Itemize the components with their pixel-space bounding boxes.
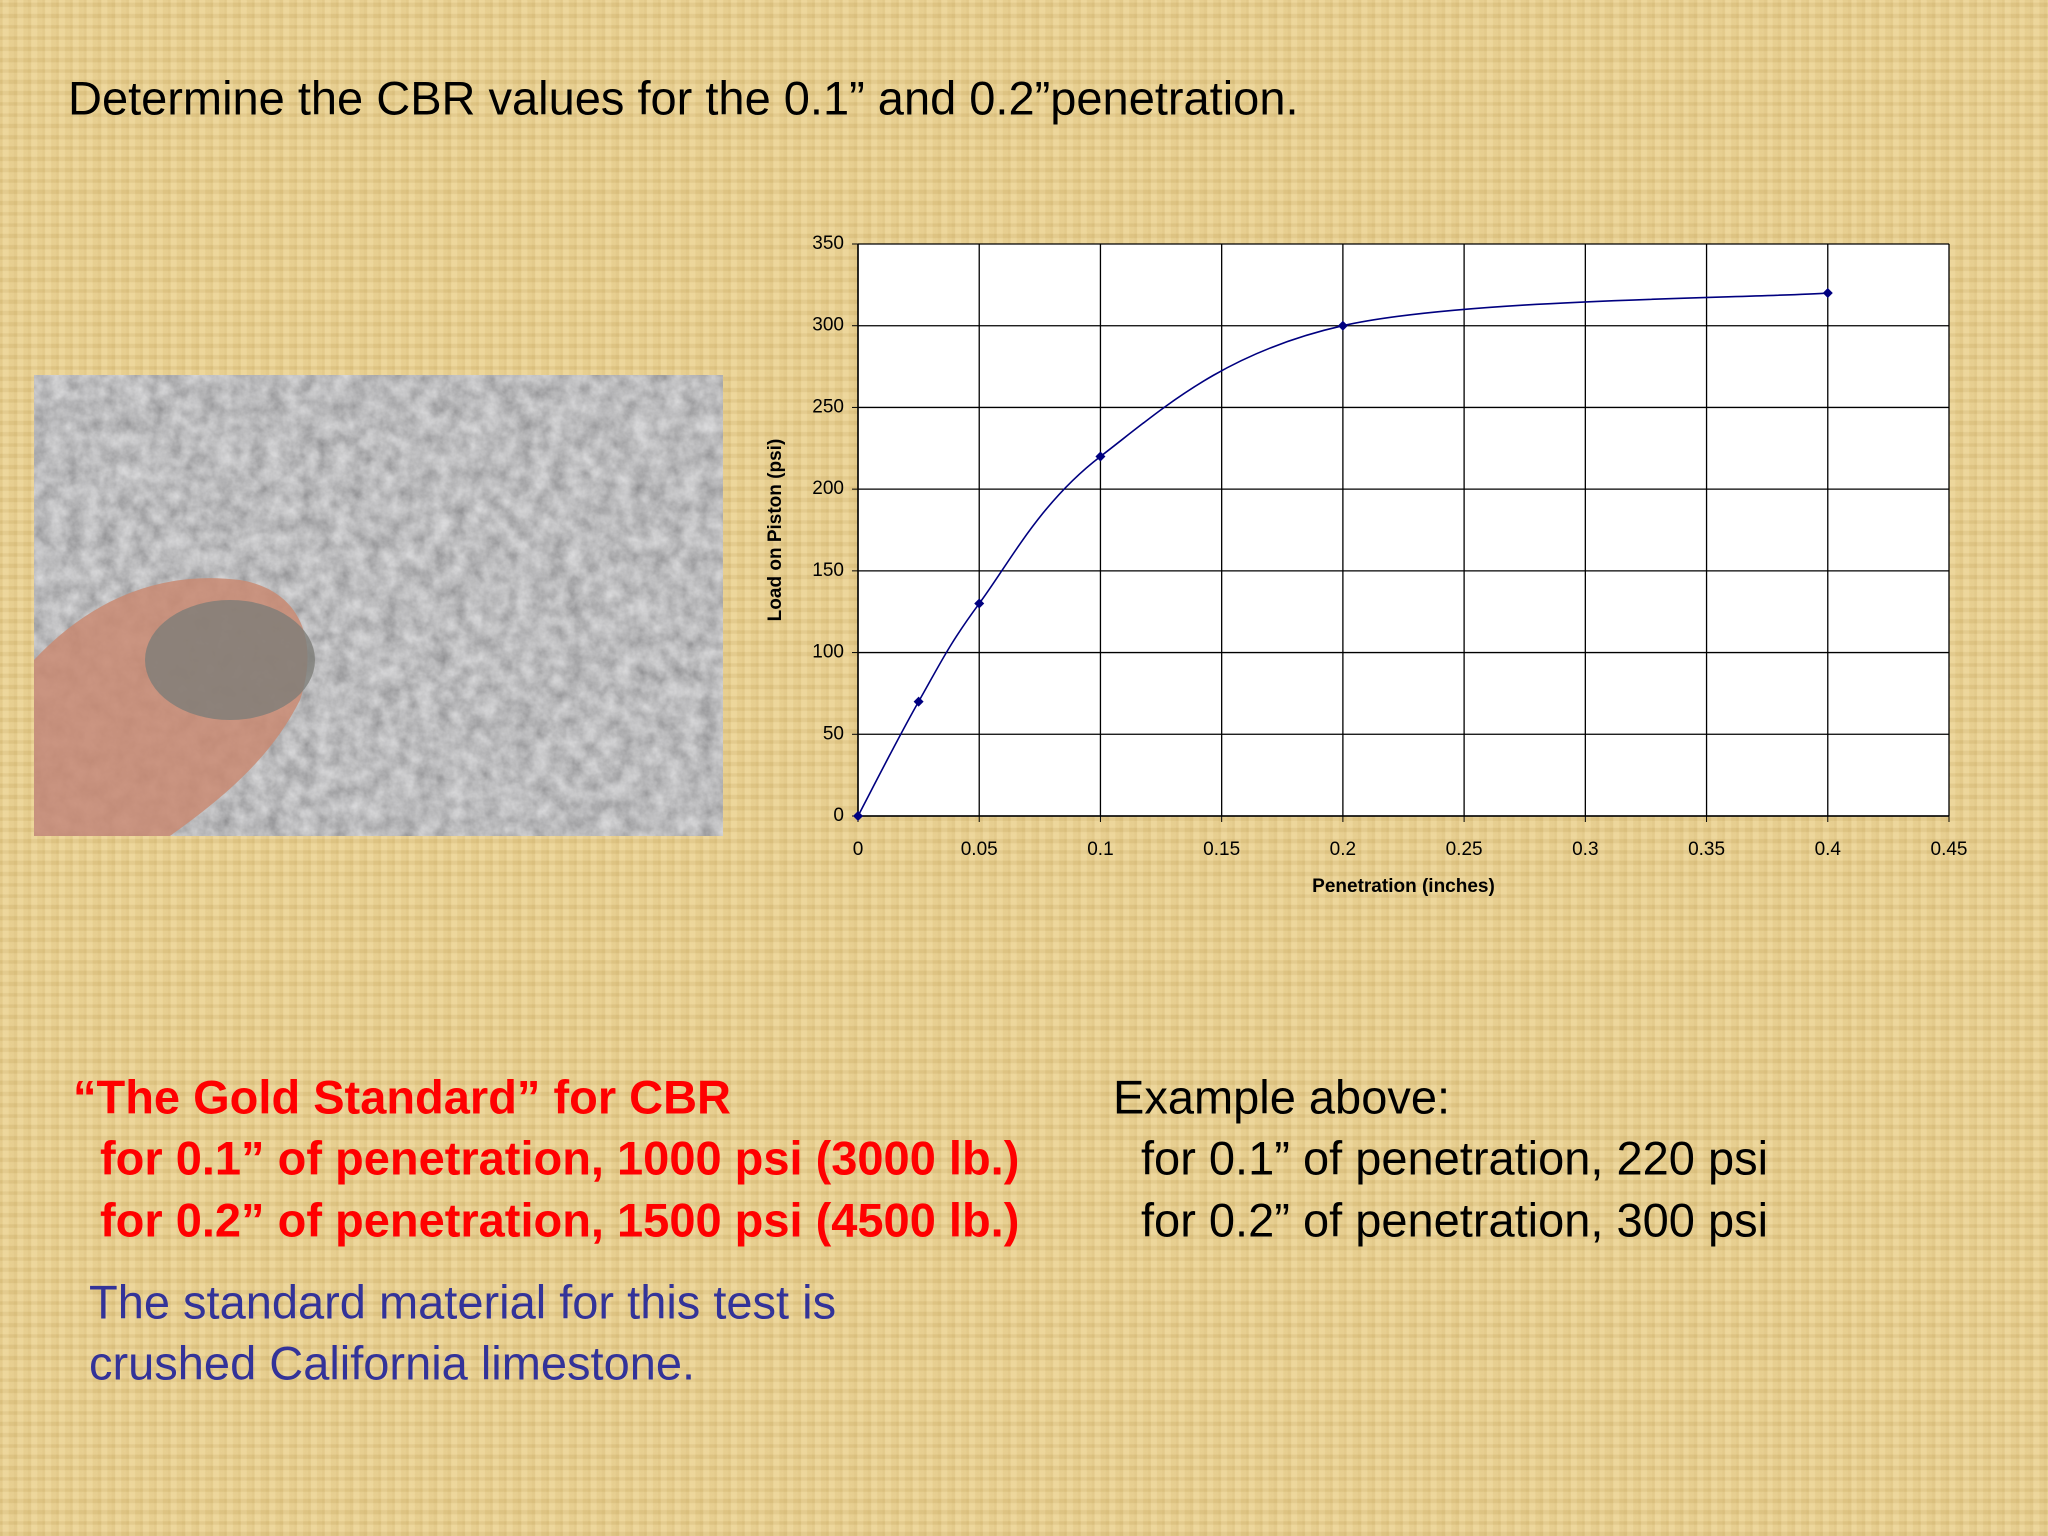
- photo: [34, 375, 723, 836]
- x-tick-label: 0.4: [1815, 839, 1842, 860]
- x-tick-label: 0.45: [1931, 839, 1968, 860]
- note-line: The standard material for this test is: [89, 1275, 836, 1328]
- x-tick-label: 0.05: [961, 839, 998, 860]
- example-heading: Example above:: [1113, 1070, 1450, 1123]
- note-line: crushed California limestone.: [89, 1336, 695, 1389]
- x-tick-label: 0.2: [1330, 839, 1356, 860]
- point: [913, 696, 924, 707]
- gold-heading: “The Gold Standard” for CBR: [73, 1070, 731, 1123]
- slide-title: Determine the CBR values for the 0.1” an…: [68, 71, 1299, 124]
- x-tick-label: 0: [853, 839, 864, 860]
- y-tick-label: 250: [812, 396, 844, 417]
- x-tick-label: 0.3: [1572, 839, 1598, 860]
- point: [853, 811, 863, 821]
- gold-line: for 0.1” of penetration, 1000 psi (3000 …: [100, 1131, 1019, 1184]
- point: [1822, 288, 1833, 299]
- y-axis-label: Load on Piston (psi): [765, 439, 786, 622]
- y-tick-label: 150: [812, 560, 844, 581]
- example-line: for 0.2” of penetration, 300 psi: [1141, 1193, 1768, 1246]
- point: [974, 598, 985, 609]
- x-tick-label: 0.35: [1688, 839, 1725, 860]
- y-tick-label: 300: [812, 315, 844, 336]
- y-tick-label: 100: [812, 642, 844, 663]
- y-tick-label: 50: [823, 723, 844, 744]
- x-tick-label: 0.25: [1446, 839, 1483, 860]
- y-tick-label: 200: [812, 478, 844, 499]
- y-tick-label: 350: [812, 233, 844, 254]
- point: [1095, 451, 1106, 462]
- x-axis-label: Penetration (inches): [1312, 876, 1495, 897]
- x-tick-label: 0.1: [1087, 839, 1113, 860]
- point: [1337, 320, 1348, 331]
- example-line: for 0.1” of penetration, 220 psi: [1141, 1131, 1768, 1184]
- x-tick-label: 0.15: [1203, 839, 1240, 860]
- gold-line: for 0.2” of penetration, 1500 psi (4500 …: [100, 1193, 1019, 1246]
- y-tick-label: 0: [833, 805, 844, 826]
- plot-area: [857, 243, 1950, 817]
